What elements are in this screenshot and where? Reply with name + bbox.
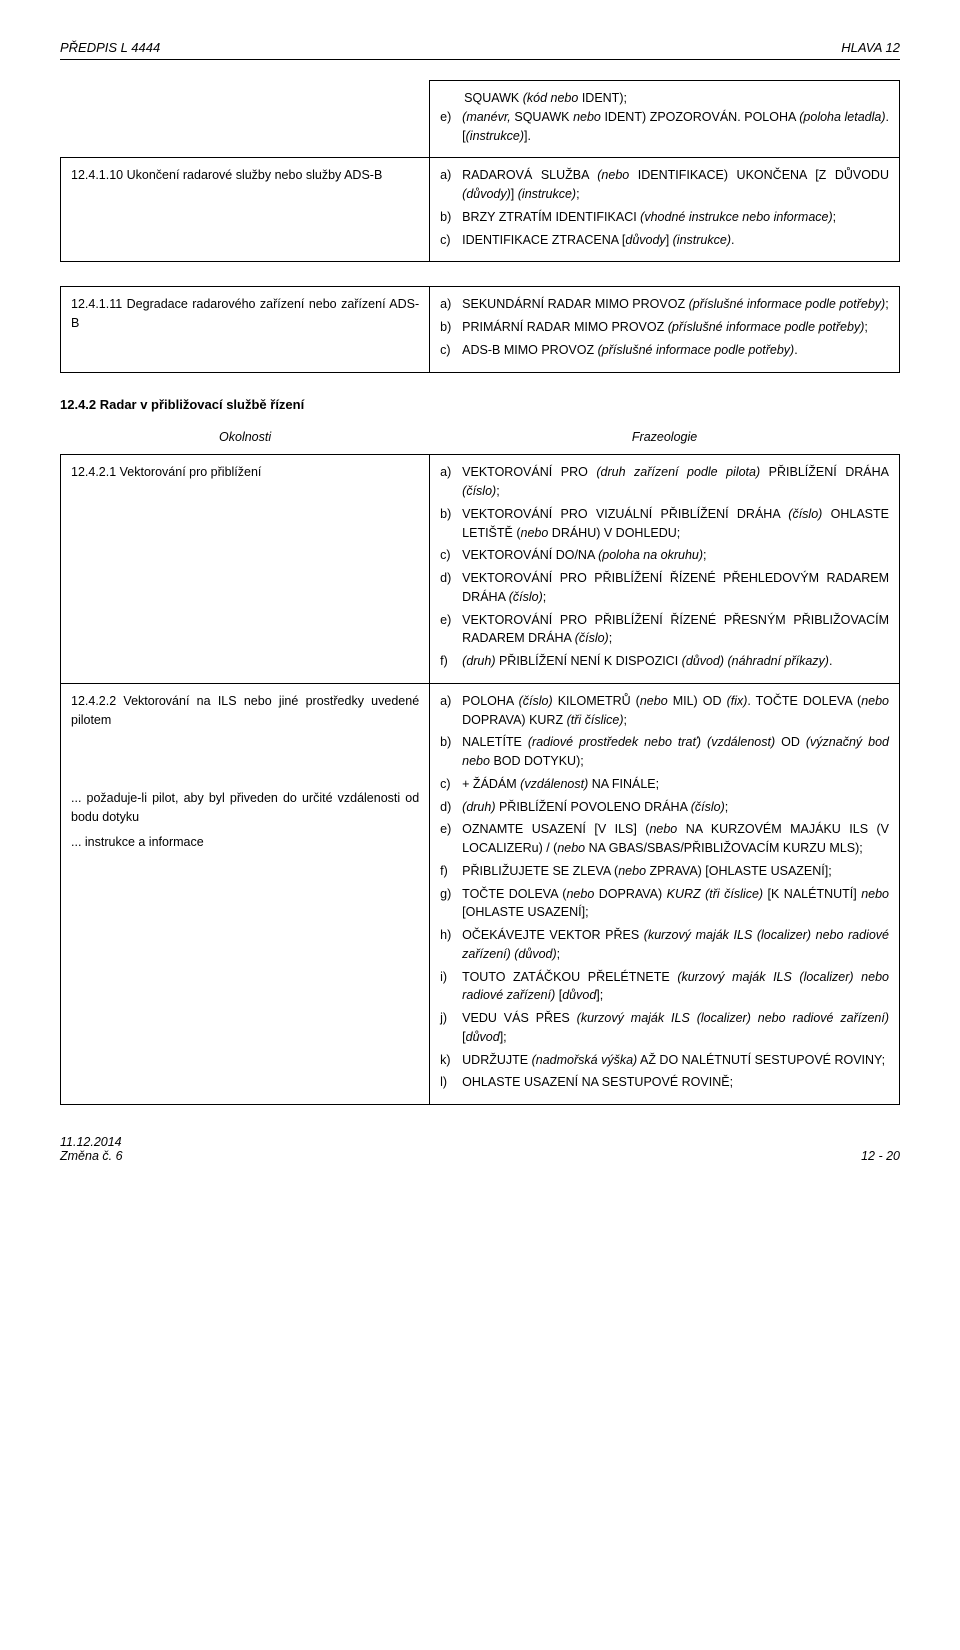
block1-e: e) (manévr, SQUAWK nebo IDENT) ZPOZOROVÁ… (440, 108, 889, 146)
block1-left: 12.4.1.10 Ukončení radarové služby nebo … (61, 158, 430, 262)
block1-left-empty (61, 81, 430, 158)
block1-a: a) RADAROVÁ SLUŽBA (nebo IDENTIFIKACE) U… (440, 166, 889, 204)
subhead-right: Frazeologie (430, 420, 900, 455)
block3-left: 12.4.2.1 Vektorování pro přiblížení (61, 455, 430, 684)
block1-b: b) BRZY ZTRATÍM IDENTIFIKACI (vhodné ins… (440, 208, 889, 227)
block4-l3: ... instrukce a informace (71, 833, 419, 852)
block4-e: e) OZNAMTE USAZENÍ [V ILS] (nebo NA KURZ… (440, 820, 889, 858)
block1-pre-text: SQUAWK (kód nebo IDENT); (440, 89, 889, 108)
footer-date: 11.12.2014 (60, 1135, 123, 1149)
block2-b: b) PRIMÁRNÍ RADAR MIMO PROVOZ (příslušné… (440, 318, 889, 337)
footer-page: 12 - 20 (861, 1149, 900, 1163)
block4-k: k) UDRŽUJTE (nadmořská výška) AŽ DO NALÉ… (440, 1051, 889, 1070)
block3-c: c) VEKTOROVÁNÍ DO/NA (poloha na okruhu); (440, 546, 889, 565)
block4-f: f) PŘIBLIŽUJETE SE ZLEVA (nebo ZPRAVA) [… (440, 862, 889, 881)
block4-a: a) POLOHA (číslo) KILOMETRŮ (nebo MIL) O… (440, 692, 889, 730)
block-12-4-1-10: SQUAWK (kód nebo IDENT); e) (manévr, SQU… (60, 80, 900, 262)
block4-left: 12.4.2.2 Vektorování na ILS nebo jiné pr… (61, 683, 430, 1104)
list-letter: e) (440, 108, 462, 146)
block1-title: 12.4.1.10 Ukončení radarové služby nebo … (71, 168, 382, 182)
block1-c: c) IDENTIFIKACE ZTRACENA [důvody] (instr… (440, 231, 889, 250)
footer-change: Změna č. 6 (60, 1149, 123, 1163)
subhead-row: Okolnosti Frazeologie (61, 420, 900, 455)
block4-l2: ... požaduje-li pilot, aby byl přiveden … (71, 789, 419, 827)
block4-b: b) NALETÍTE (radiové prostředek nebo tra… (440, 733, 889, 771)
header-right: HLAVA 12 (841, 40, 900, 55)
block4-d: d) (druh) PŘIBLÍŽENÍ POVOLENO DRÁHA (čís… (440, 798, 889, 817)
block4-c: c) + ŽÁDÁM (vzdálenost) NA FINÁLE; (440, 775, 889, 794)
block3-f: f) (druh) PŘIBLÍŽENÍ NENÍ K DISPOZICI (d… (440, 652, 889, 671)
block2-a: a) SEKUNDÁRNÍ RADAR MIMO PROVOZ (přísluš… (440, 295, 889, 314)
block3-right: a) VEKTOROVÁNÍ PRO (druh zařízení podle … (430, 455, 900, 684)
block3-e: e) VEKTOROVÁNÍ PRO PŘIBLÍŽENÍ ŘÍZENÉ PŘE… (440, 611, 889, 649)
block4-title: 12.4.2.2 Vektorování na ILS nebo jiné pr… (71, 692, 419, 730)
block-12-4-1-11: 12.4.1.11 Degradace radarového zařízení … (60, 286, 900, 372)
block4-j: j) VEDU VÁS PŘES (kurzový maják ILS (loc… (440, 1009, 889, 1047)
block3-a: a) VEKTOROVÁNÍ PRO (druh zařízení podle … (440, 463, 889, 501)
page-header: PŘEDPIS L 4444 HLAVA 12 (60, 40, 900, 60)
block4-right: a) POLOHA (číslo) KILOMETRŮ (nebo MIL) O… (430, 683, 900, 1104)
block1-right-top: SQUAWK (kód nebo IDENT); e) (manévr, SQU… (430, 81, 900, 158)
header-left: PŘEDPIS L 4444 (60, 40, 160, 55)
block2-right: a) SEKUNDÁRNÍ RADAR MIMO PROVOZ (přísluš… (430, 287, 900, 372)
block2-c: c) ADS-B MIMO PROVOZ (příslušné informac… (440, 341, 889, 360)
block4-i: i) TOUTO ZATÁČKOU PŘELÉTNETE (kurzový ma… (440, 968, 889, 1006)
block-12-4-2: Okolnosti Frazeologie 12.4.2.1 Vektorová… (60, 420, 900, 1106)
block4-l: l) OHLASTE USAZENÍ NA SESTUPOVÉ ROVINĚ; (440, 1073, 889, 1092)
page-footer: 11.12.2014 Změna č. 6 12 - 20 (60, 1135, 900, 1163)
block3-b: b) VEKTOROVÁNÍ PRO VIZUÁLNÍ PŘIBLÍŽENÍ D… (440, 505, 889, 543)
heading-12-4-2: 12.4.2 Radar v přibližovací službě řízen… (60, 397, 900, 412)
list-text: (manévr, SQUAWK nebo IDENT) ZPOZOROVÁN. … (462, 108, 889, 146)
subhead-left: Okolnosti (61, 420, 430, 455)
block4-h: h) OČEKÁVEJTE VEKTOR PŘES (kurzový maják… (440, 926, 889, 964)
block1-right: a) RADAROVÁ SLUŽBA (nebo IDENTIFIKACE) U… (430, 158, 900, 262)
block2-left: 12.4.1.11 Degradace radarového zařízení … (61, 287, 430, 372)
block4-g: g) TOČTE DOLEVA (nebo DOPRAVA) KURZ (tři… (440, 885, 889, 923)
block3-d: d) VEKTOROVÁNÍ PRO PŘIBLÍŽENÍ ŘÍZENÉ PŘE… (440, 569, 889, 607)
block2-title: 12.4.1.11 Degradace radarového zařízení … (71, 297, 419, 330)
footer-left: 11.12.2014 Změna č. 6 (60, 1135, 123, 1163)
